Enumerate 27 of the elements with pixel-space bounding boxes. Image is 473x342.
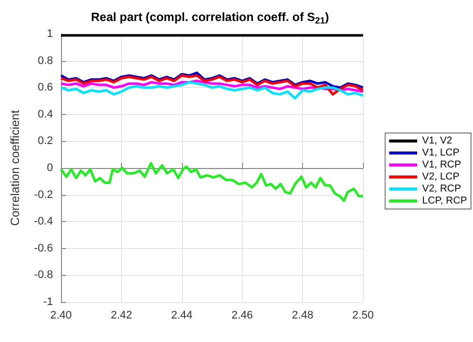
legend-label: V1, RCP	[422, 160, 462, 170]
x-tick-label: 2.50	[352, 310, 374, 322]
y-tick-label: 0.6	[38, 82, 53, 94]
y-tick-label: 0.8	[38, 54, 53, 67]
legend-label: V1, V2	[422, 136, 453, 146]
y-tick-label: 0.4	[38, 108, 53, 120]
legend-label: V2, RCP	[422, 184, 462, 194]
line-series	[60, 80, 364, 100]
y-tick-label: 0.2	[38, 135, 53, 148]
y-tick-label: -0.8	[34, 269, 53, 282]
legend-label: LCP, RCP	[422, 196, 468, 206]
line-series	[60, 162, 364, 202]
legend-label: V1, LCP	[422, 148, 460, 158]
y-tick-label: -0.6	[34, 242, 53, 254]
y-tick-label: -0.4	[34, 216, 53, 228]
y-axis-title: Correlation coefficient	[8, 109, 22, 226]
y-tick-label: 1	[46, 28, 53, 40]
y-tick-label: -1	[43, 296, 53, 308]
y-tick-label: 0	[46, 162, 53, 174]
x-tick-label: 2.40	[50, 310, 72, 322]
line-series	[60, 74, 364, 96]
x-tick-label: 2.48	[292, 310, 314, 322]
x-tick-label: 2.46	[231, 310, 253, 322]
x-tick-label: 2.44	[171, 310, 193, 322]
y-tick-label: -0.2	[34, 188, 53, 201]
legend-label: V2, LCP	[422, 172, 460, 182]
x-tick-label: 2.42	[110, 310, 132, 322]
